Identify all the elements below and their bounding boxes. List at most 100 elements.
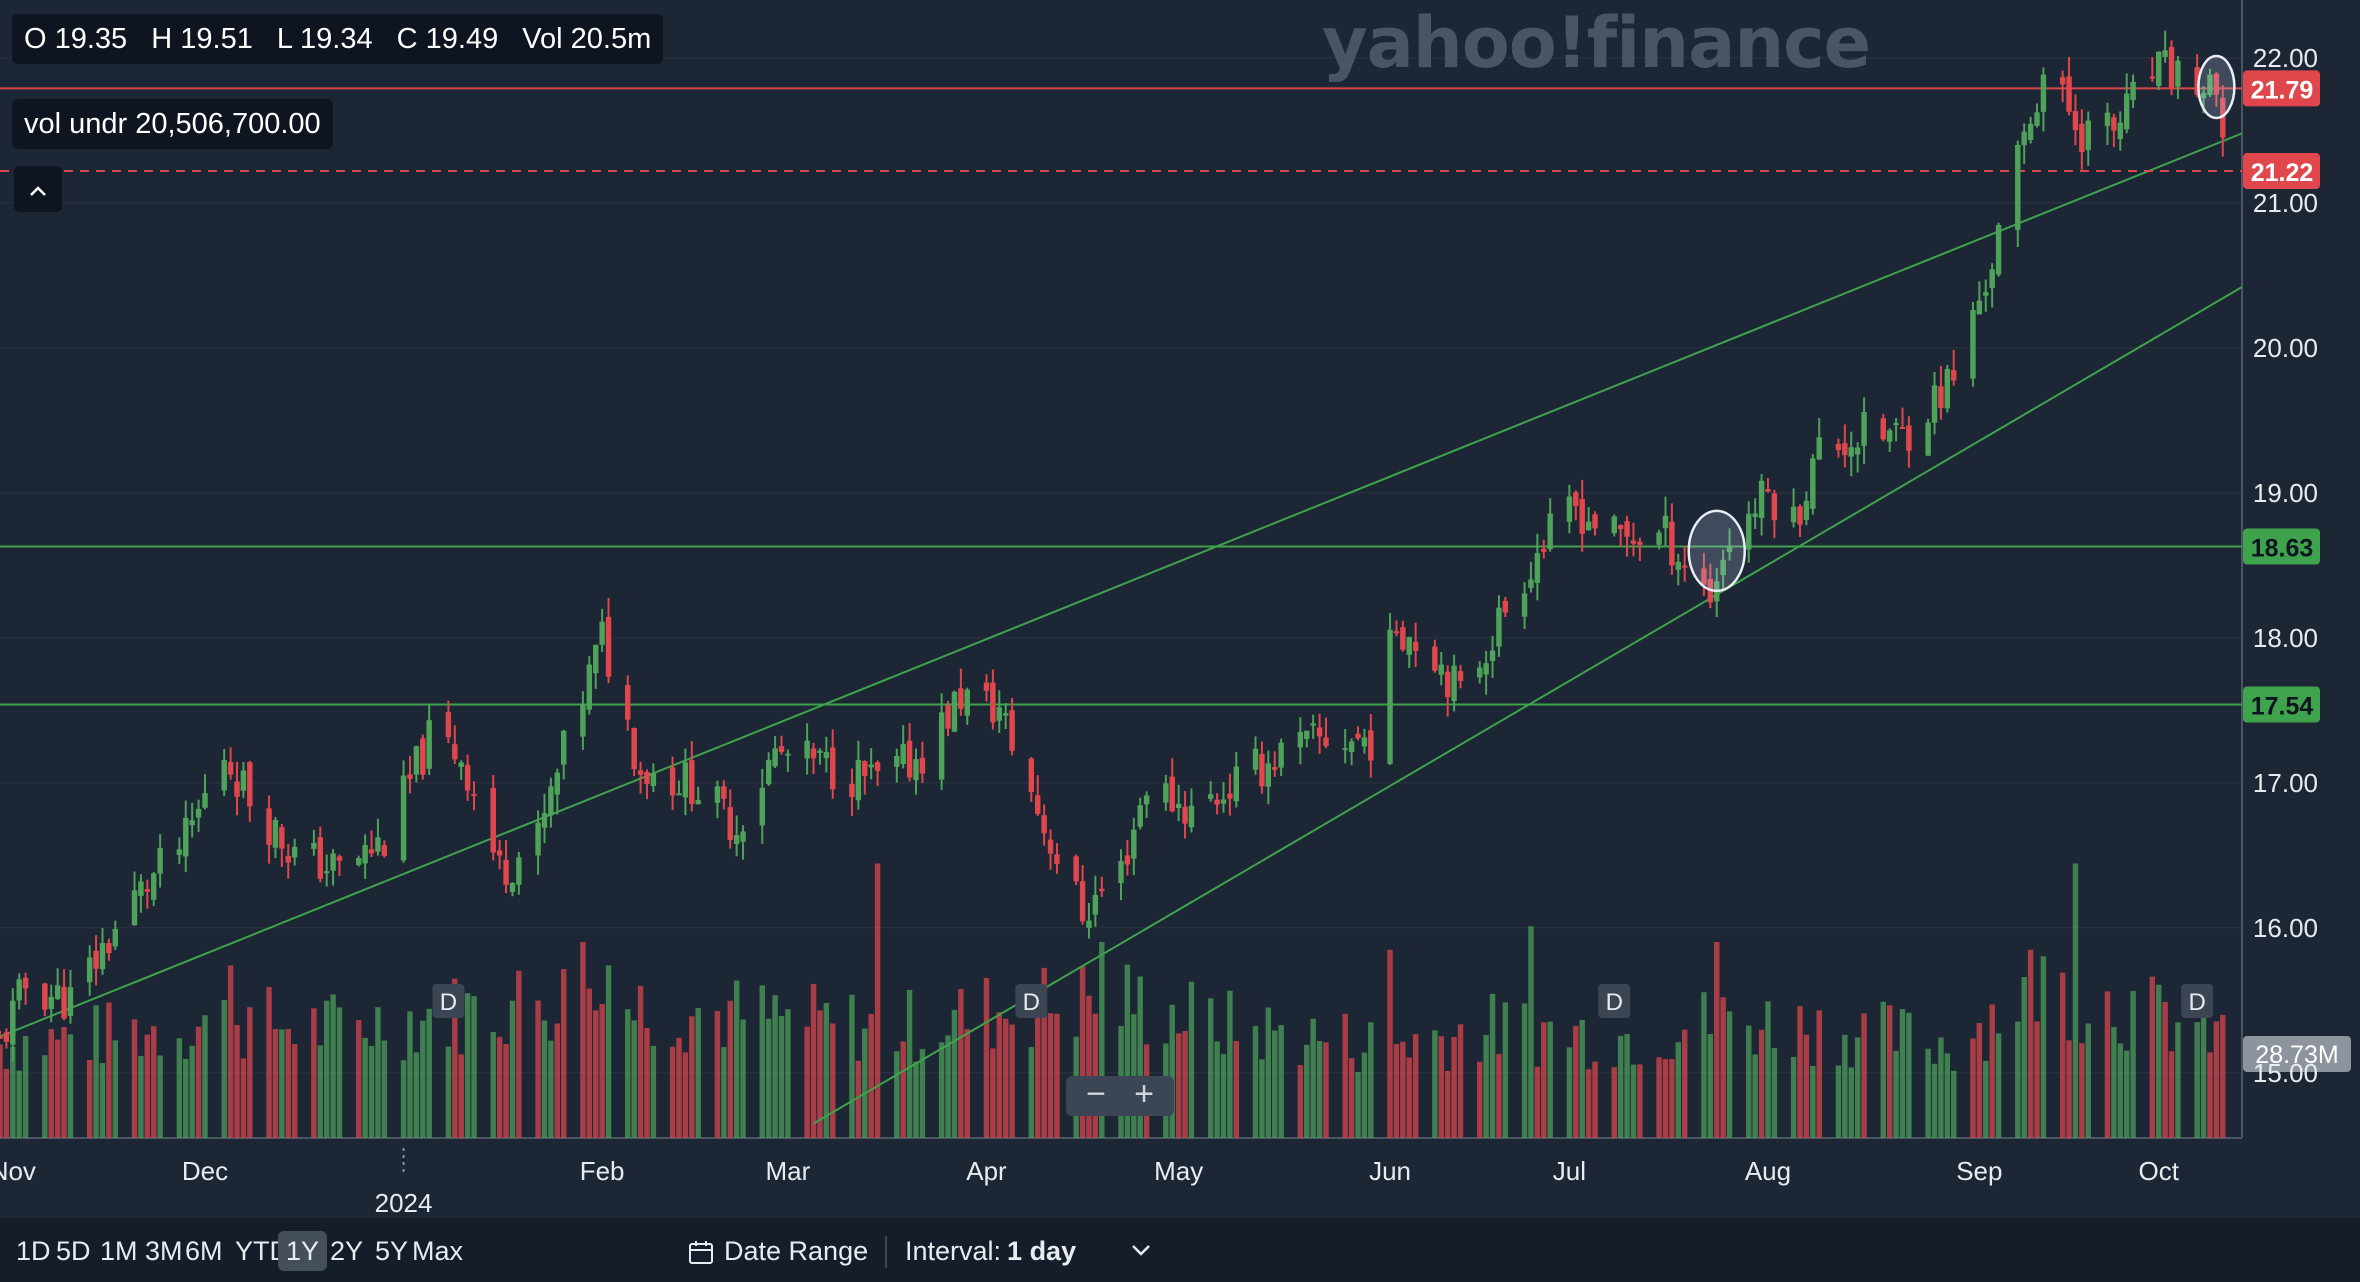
candle-body bbox=[830, 747, 836, 790]
candle-body bbox=[1457, 671, 1464, 681]
candle bbox=[234, 761, 240, 816]
candle-body bbox=[151, 873, 157, 900]
candle-body bbox=[874, 762, 881, 772]
volume-bar bbox=[1765, 1001, 1771, 1138]
volume-bar bbox=[740, 1019, 746, 1138]
volume-bar bbox=[2213, 1021, 2220, 1138]
candle bbox=[650, 763, 657, 793]
candle-body bbox=[407, 774, 413, 779]
range-button-max[interactable]: Max bbox=[412, 1236, 464, 1266]
candle-body bbox=[54, 985, 61, 1000]
candle-body bbox=[938, 712, 945, 780]
volume-bar bbox=[2015, 1021, 2021, 1138]
zoom-in-button[interactable]: + bbox=[1134, 1075, 1154, 1113]
volume-bar bbox=[1630, 1064, 1637, 1138]
volume-value: Vol 20.5m bbox=[522, 23, 652, 55]
volume-bar bbox=[682, 1052, 689, 1138]
date-range-button[interactable]: Date Range bbox=[688, 1231, 868, 1271]
candle-body bbox=[599, 621, 605, 645]
volume-bar bbox=[964, 1029, 970, 1138]
candle bbox=[1746, 501, 1752, 563]
volume-bar bbox=[3, 1068, 10, 1138]
volume-bar bbox=[400, 1060, 407, 1138]
volume-bar bbox=[183, 1058, 189, 1138]
volume-bar bbox=[2200, 995, 2207, 1138]
volume-bar bbox=[1541, 1022, 1547, 1138]
candle bbox=[1182, 791, 1188, 839]
candle bbox=[458, 760, 464, 781]
range-button-1y[interactable]: 1Y bbox=[278, 1231, 328, 1271]
candle bbox=[10, 988, 16, 1062]
candle bbox=[1092, 875, 1099, 927]
interval-select[interactable]: Interval: 1 day bbox=[905, 1231, 1076, 1271]
candle bbox=[1720, 549, 1726, 590]
candle-body bbox=[1259, 754, 1265, 787]
collapse-indicators-button[interactable] bbox=[14, 166, 62, 212]
volume-bar bbox=[1835, 1065, 1842, 1138]
volume-bar bbox=[759, 985, 765, 1138]
candle bbox=[919, 741, 926, 784]
volume-bar bbox=[157, 1055, 163, 1138]
candle-body bbox=[1931, 385, 1938, 423]
volume-bar bbox=[1438, 1036, 1445, 1138]
range-button-3m[interactable]: 3M bbox=[145, 1236, 183, 1266]
volume-bar bbox=[1406, 1057, 1412, 1138]
candle bbox=[862, 760, 868, 795]
volume-bar bbox=[10, 1046, 16, 1138]
candle bbox=[1534, 533, 1541, 601]
volume-bar bbox=[1989, 1004, 1995, 1138]
volume-bar bbox=[266, 987, 272, 1138]
x-tick-label: Feb bbox=[580, 1156, 625, 1186]
candle bbox=[983, 674, 990, 702]
volume-indicator-label[interactable]: vol undr 20,506,700.00 bbox=[12, 99, 333, 149]
candle bbox=[1899, 407, 1906, 429]
volume-bar bbox=[1880, 1001, 1886, 1138]
calendar-icon bbox=[689, 1240, 713, 1264]
candle-body bbox=[541, 813, 548, 828]
candle-body bbox=[1624, 521, 1630, 537]
candle bbox=[67, 969, 74, 1024]
volume-bar bbox=[733, 980, 740, 1138]
volume-bar bbox=[54, 1039, 61, 1138]
range-button-6m[interactable]: 6M bbox=[185, 1236, 223, 1266]
volume-bar bbox=[503, 1044, 509, 1138]
volume-bar bbox=[336, 1007, 343, 1138]
volume-bar bbox=[1368, 1022, 1374, 1138]
volume-bar bbox=[2130, 991, 2136, 1138]
candle bbox=[138, 874, 144, 913]
candle bbox=[311, 829, 317, 856]
range-button-5d[interactable]: 5D bbox=[56, 1236, 91, 1266]
candle bbox=[548, 777, 554, 828]
candle-body bbox=[1214, 799, 1220, 805]
volume-bar bbox=[1854, 1037, 1861, 1138]
candle-body bbox=[1790, 506, 1797, 523]
chevron-down-icon[interactable] bbox=[1128, 1232, 1154, 1268]
candle bbox=[2123, 73, 2130, 134]
candle-body bbox=[1752, 513, 1758, 518]
candle bbox=[1028, 757, 1035, 803]
candle-body bbox=[86, 957, 93, 983]
volume-bar bbox=[1002, 1018, 1009, 1138]
candle-body bbox=[131, 890, 138, 926]
candle bbox=[1412, 622, 1419, 668]
candle bbox=[1765, 478, 1771, 493]
candle-body bbox=[221, 760, 227, 791]
candle bbox=[61, 969, 67, 1021]
candle bbox=[266, 795, 272, 864]
range-button-2y[interactable]: 2Y bbox=[330, 1236, 364, 1266]
volume-bar bbox=[1220, 1054, 1227, 1138]
volume-bar bbox=[625, 1009, 631, 1138]
zoom-out-button[interactable]: − bbox=[1086, 1075, 1106, 1113]
candle bbox=[2130, 74, 2136, 109]
volume-bar bbox=[958, 989, 964, 1138]
range-button-1m[interactable]: 1M bbox=[100, 1236, 138, 1266]
range-button-5y[interactable]: 5Y bbox=[375, 1236, 409, 1266]
volume-bar bbox=[202, 1015, 208, 1138]
candle-body bbox=[516, 857, 522, 885]
range-button-1d[interactable]: 1D bbox=[16, 1236, 51, 1266]
volume-bar bbox=[464, 993, 471, 1138]
candle-body bbox=[1163, 783, 1169, 803]
volume-bar bbox=[778, 1016, 785, 1138]
candle bbox=[996, 690, 1003, 733]
